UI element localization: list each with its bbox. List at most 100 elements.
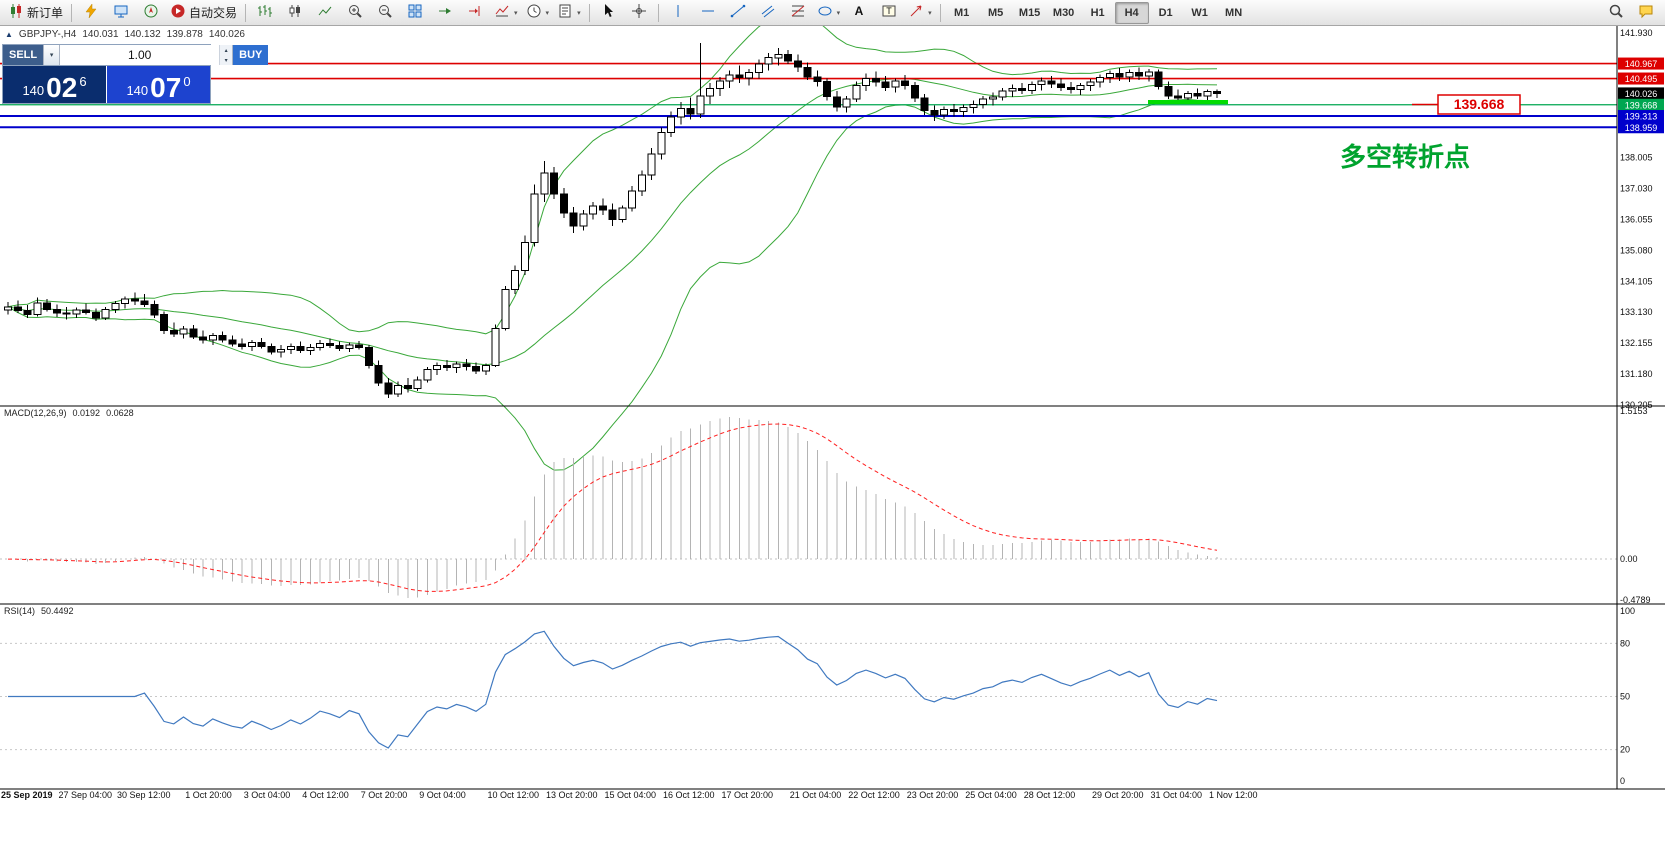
chart-area[interactable]: 139.668 多空转折点 141.930 138.005 137.030 136.055… [0, 8, 1665, 859]
timeframe-d1[interactable]: D1 [1158, 6, 1173, 19]
horizontal-line-icon [700, 3, 716, 22]
buy-price-display[interactable]: 140 07 0 [107, 66, 210, 103]
community-button[interactable] [1631, 1, 1661, 25]
sell-price-prefix: 140 [22, 83, 45, 98]
svg-text:137.030: 137.030 [1620, 183, 1653, 193]
timeframe-m15[interactable]: M15 [1018, 6, 1041, 19]
svg-text:100: 100 [1620, 606, 1635, 616]
svg-text:23 Oct 20:00: 23 Oct 20:00 [907, 790, 959, 800]
shapes-button[interactable]: ▾ [813, 1, 845, 25]
text-icon: A [851, 3, 867, 22]
price-tag-140.026 [1618, 87, 1664, 100]
arrows-button[interactable]: ▾ [904, 1, 936, 25]
svg-text:136.055: 136.055 [1620, 214, 1653, 224]
svg-text:25 Oct 04:00: 25 Oct 04:00 [965, 790, 1017, 800]
sell-button[interactable]: SELL [3, 45, 44, 65]
turning-point-annotation: 多空转折点 [1340, 142, 1470, 172]
svg-text:132.155: 132.155 [1620, 338, 1653, 348]
buy-button[interactable]: BUY [233, 45, 269, 65]
timeframe-h1[interactable]: H1 [1090, 6, 1105, 19]
price-tag-138.959 [1618, 121, 1664, 134]
cursor-button[interactable] [594, 1, 624, 25]
bollinger-lower [7, 98, 1218, 471]
fibonacci-button[interactable] [783, 1, 813, 25]
svg-text:13 Oct 20:00: 13 Oct 20:00 [546, 790, 598, 800]
navigator-button[interactable] [136, 1, 166, 25]
buy-price-big: 07 [150, 72, 182, 104]
autotrading-button[interactable]: 自动交易 [166, 1, 241, 25]
toolbar-separator [588, 3, 590, 22]
bollinger-middle [7, 78, 1218, 366]
tile-windows-icon [407, 3, 423, 22]
volume-down-icon[interactable]: ▾ [220, 55, 233, 65]
svg-text:131.180: 131.180 [1620, 369, 1653, 379]
tile-windows-button[interactable] [400, 1, 430, 25]
volume-up-icon[interactable]: ▴ [220, 45, 233, 55]
price-tag-139.668 [1618, 98, 1664, 111]
volume-dropdown-button[interactable]: ▾ [43, 45, 60, 65]
crosshair-button[interactable] [624, 1, 654, 25]
equidistant-channel-button[interactable] [753, 1, 783, 25]
vertical-line-button[interactable] [663, 1, 693, 25]
one-click-trading-panel: SELL ▾ ▴ ▾ BUY 140 02 6 140 [2, 44, 269, 104]
timeframe-m1[interactable]: M1 [953, 6, 970, 19]
autotrading-icon [170, 3, 186, 22]
auto-scroll-button[interactable] [430, 1, 460, 25]
timeframe-m5[interactable]: M5 [987, 6, 1004, 19]
equidistant-channel-icon [760, 3, 776, 22]
svg-text:20: 20 [1620, 745, 1630, 755]
svg-text:22 Oct 12:00: 22 Oct 12:00 [848, 790, 900, 800]
new-order-icon [8, 3, 24, 22]
zoom-in-icon [347, 3, 363, 22]
time-axis[interactable]: 25 Sep 2019 27 Sep 04:00 30 Sep 12:00 1 Oct… [1, 790, 1258, 800]
price-tag-140.967 [1618, 57, 1664, 70]
svg-text:135.080: 135.080 [1620, 245, 1653, 255]
toolbar-separator [939, 3, 941, 22]
sell-price-display[interactable]: 140 02 6 [3, 66, 107, 103]
market-watch-button[interactable] [76, 1, 106, 25]
sell-price-pip: 6 [79, 74, 87, 89]
macd-axis: 1.5153 0.00 -0.4789 [1620, 406, 1651, 605]
zoom-out-button[interactable] [370, 1, 400, 25]
svg-text:31 Oct 04:00: 31 Oct 04:00 [1151, 790, 1203, 800]
periods-button[interactable]: ▾ [522, 1, 554, 25]
timeframe-h4[interactable]: H4 [1114, 1, 1149, 24]
svg-text:138.959: 138.959 [1625, 123, 1658, 133]
templates-button[interactable]: ▾ [553, 1, 585, 25]
svg-text:0: 0 [1620, 776, 1625, 786]
new-order-button[interactable]: 新订单 [4, 1, 67, 25]
price-callout[interactable]: 139.668 [1412, 94, 1521, 115]
bollinger-upper [7, 8, 1218, 335]
bollinger-bands [7, 8, 1218, 471]
level-lines[interactable] [0, 62, 1617, 129]
svg-text:25 Sep 2019: 25 Sep 2019 [1, 790, 53, 800]
line-chart-button[interactable] [310, 1, 340, 25]
volume-input[interactable] [60, 45, 220, 65]
svg-text:141.930: 141.930 [1620, 28, 1653, 38]
timeframe-w1[interactable]: W1 [1191, 6, 1208, 19]
trendline-button[interactable] [723, 1, 753, 25]
timeframe-m30[interactable]: M30 [1052, 6, 1075, 19]
market-watch-icon [83, 3, 99, 22]
data-window-button[interactable] [106, 1, 136, 25]
vertical-line-icon [670, 3, 686, 22]
text-label-button[interactable]: T [874, 1, 904, 25]
volume-stepper[interactable]: ▴ ▾ [219, 45, 233, 65]
auto-scroll-icon [437, 3, 453, 22]
rsi-axis: 100 80 50 20 0 [1620, 606, 1635, 786]
zoom-in-button[interactable] [340, 1, 370, 25]
svg-text:16 Oct 12:00: 16 Oct 12:00 [663, 790, 715, 800]
toolbar-separator [71, 3, 73, 22]
bars-button[interactable] [250, 1, 280, 25]
svg-text:139.668: 139.668 [1454, 96, 1505, 112]
text-button[interactable]: A [844, 1, 874, 25]
svg-text:28 Oct 12:00: 28 Oct 12:00 [1024, 790, 1076, 800]
svg-text:30 Sep 12:00: 30 Sep 12:00 [117, 790, 171, 800]
timeframe-mn[interactable]: MN [1225, 6, 1243, 19]
chart-shift-button[interactable] [460, 1, 490, 25]
search-button[interactable] [1601, 1, 1631, 25]
candlestick-icon [287, 3, 303, 22]
indicators-button[interactable]: ▾ [490, 1, 522, 25]
horizontal-line-button[interactable] [693, 1, 723, 25]
candlestick-button[interactable] [280, 1, 310, 25]
